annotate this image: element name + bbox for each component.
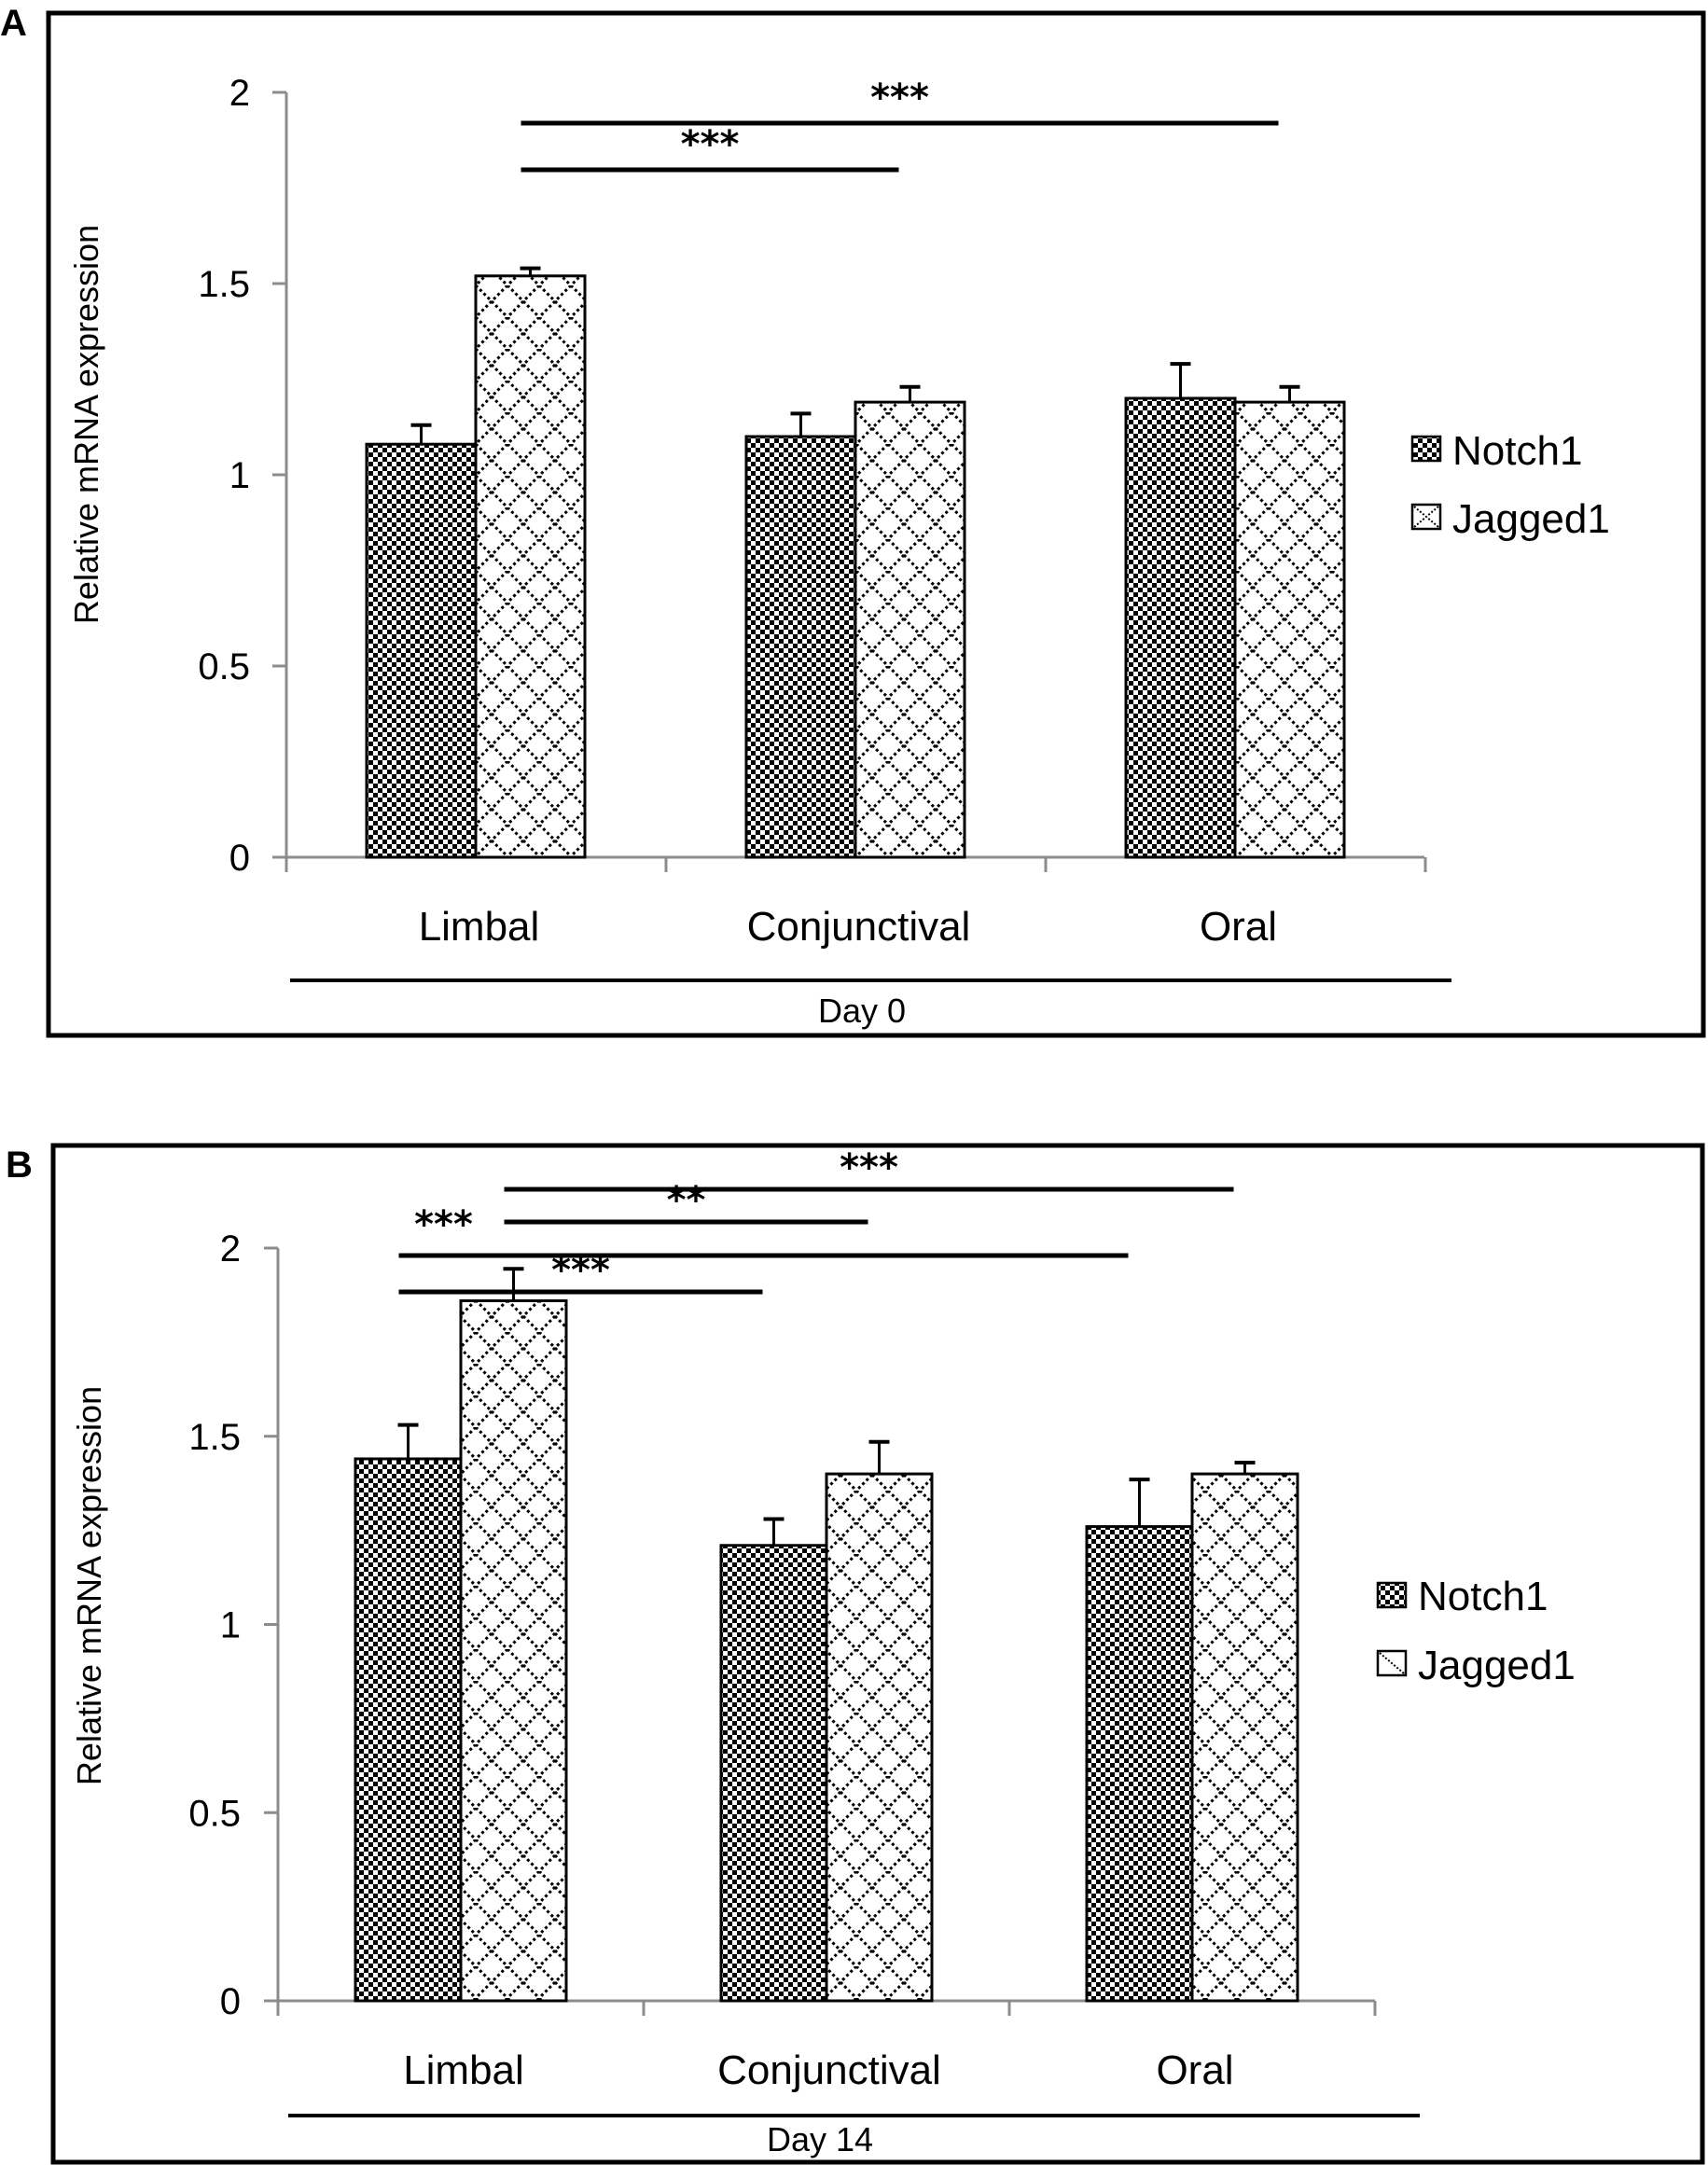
legend-item-notch1: Notch1: [1376, 1574, 1548, 1619]
bar-jagged1-conjunctival: [854, 400, 966, 859]
significance-label: **: [667, 1179, 706, 1222]
legend-item-jagged1: Jagged1: [1376, 1643, 1576, 1688]
y-tick-label: 1: [229, 455, 250, 496]
bar-jagged1-oral: [1190, 1472, 1299, 2003]
y-axis-title: Relative mRNA expression: [70, 1386, 108, 1785]
bar-jagged1-limbal: [474, 274, 587, 859]
x-tick-label: Oral: [1156, 2047, 1233, 2093]
panel-letter: A: [0, 3, 27, 44]
legend-swatch-jagged1-pattern: [1413, 506, 1439, 528]
y-tick-label: 0.5: [198, 646, 250, 687]
x-tick-label: Limbal: [403, 2047, 524, 2093]
group-label: Day 0: [818, 992, 906, 1030]
y-tick-label: 2: [229, 73, 250, 114]
bar-notch1-conjunctival: [744, 435, 857, 859]
legend-label-notch1: Notch1: [1418, 1574, 1548, 1619]
y-tick-label: 1: [220, 1605, 241, 1646]
panel-a: A Relative mRNA expression 0 0.5 1 1.5 2 Limb…: [0, 3, 1706, 1038]
y-tick-label: 1.5: [198, 264, 250, 305]
y-tick-label: 0.5: [188, 1793, 241, 1834]
bar-notch1-limbal: [354, 1457, 463, 2003]
legend-swatch-notch1: [1376, 1581, 1408, 1609]
x-tick-label: Oral: [1200, 904, 1277, 950]
y-tick-label: 0: [220, 1981, 241, 2022]
x-tick-label: Conjunctival: [717, 2047, 941, 2093]
significance-label: ***: [870, 76, 929, 119]
legend-label-jagged1: Jagged1: [1452, 496, 1610, 542]
bar-jagged1-oral: [1233, 400, 1346, 859]
plot-area: 0 0.5 1 1.5 2 Limbal Conjunctival Oral Day 0 *** *…: [198, 73, 1451, 1030]
panel-letter: B: [6, 1145, 33, 1186]
panel-b: B Relative mRNA expression 0 0.5 1 1.5 2 Limb…: [6, 1143, 1705, 2165]
bar-jagged1-conjunctival: [825, 1472, 934, 2003]
group-label: Day 14: [767, 2120, 873, 2158]
bar-notch1-oral: [1124, 396, 1237, 859]
x-tick-label: Limbal: [419, 904, 540, 950]
y-tick-label: 2: [220, 1228, 241, 1270]
significance-label: ***: [551, 1249, 610, 1292]
y-tick-label: 1.5: [188, 1417, 241, 1458]
panel-frame: [46, 10, 1706, 1038]
panel-frame: [50, 1143, 1705, 2165]
legend-swatch-notch1: [1410, 435, 1442, 463]
legend: Notch1 Jagged1: [1376, 1574, 1576, 1688]
significance-label: ***: [681, 123, 740, 166]
bar-notch1-limbal: [365, 442, 478, 859]
legend-swatch-jagged1-pattern: [1379, 1652, 1405, 1674]
legend: Notch1 Jagged1: [1410, 428, 1610, 542]
legend-item-jagged1: Jagged1: [1410, 496, 1610, 542]
x-tick-label: Conjunctival: [747, 904, 971, 950]
bar-jagged1-limbal: [459, 1298, 568, 2003]
y-axis-title: Relative mRNA expression: [67, 225, 105, 624]
significance-label: ***: [840, 1146, 898, 1189]
y-tick-label: 0: [229, 838, 250, 879]
bar-notch1-oral: [1085, 1525, 1194, 2003]
bar-notch1-conjunctival: [719, 1544, 828, 2003]
legend-label-notch1: Notch1: [1452, 428, 1582, 474]
significance-label: ***: [414, 1203, 473, 1246]
legend-item-notch1: Notch1: [1410, 428, 1582, 474]
legend-label-jagged1: Jagged1: [1418, 1643, 1576, 1688]
